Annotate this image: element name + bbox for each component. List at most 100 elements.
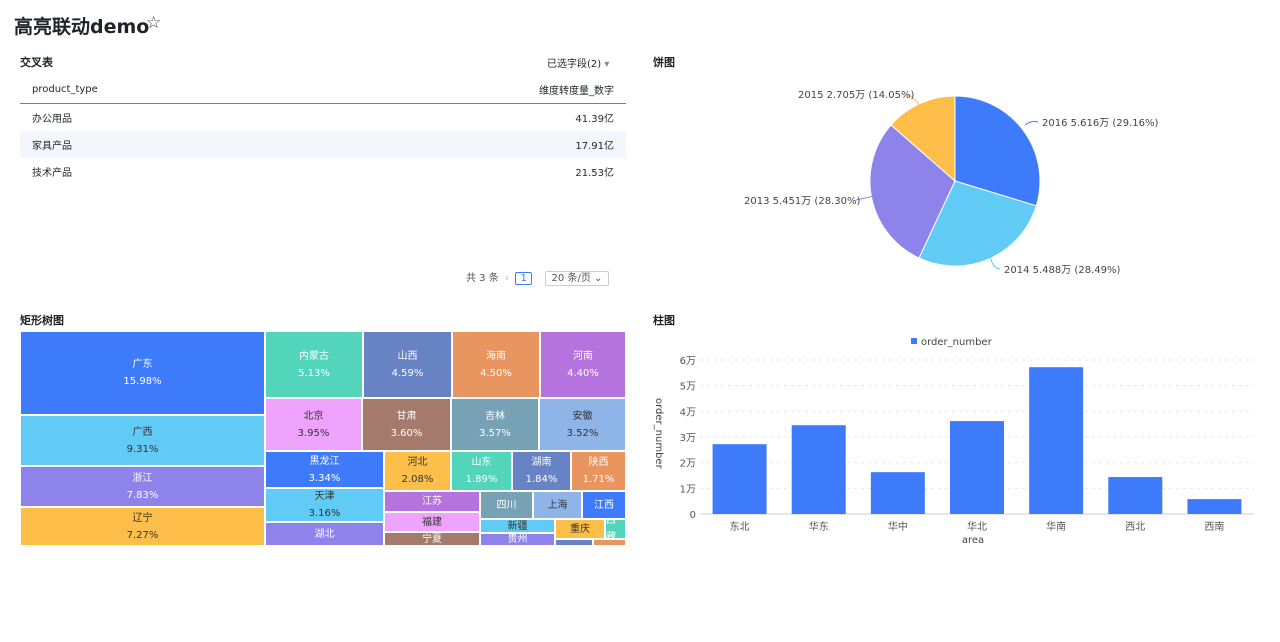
treemap-tile[interactable]: 江西 (582, 491, 626, 519)
tile-label: 内蒙古 (299, 350, 329, 362)
treemap-tile[interactable]: 广东 15.98% (20, 331, 265, 415)
column-header[interactable]: 维度转度量_数字 (308, 76, 626, 104)
pie-slice-2015[interactable] (890, 95, 956, 183)
pie-label: 2013 5.451万 (28.30%) (744, 196, 860, 207)
star-icon[interactable]: ☆ (146, 13, 162, 33)
treemap-tile[interactable]: 内蒙古 5.13% (265, 331, 363, 398)
label-line (1024, 120, 1039, 126)
treemap-tile[interactable]: 北京 3.95% (265, 398, 362, 451)
bar[interactable] (712, 444, 767, 514)
treemap-tile[interactable]: 湖北 (265, 522, 384, 546)
tile-label: 四川 (496, 499, 517, 511)
tile-value: 1.71% (582, 474, 615, 485)
treemap-tile[interactable]: 甘肃 3.60% (362, 398, 451, 451)
treemap-tile[interactable]: 吉林 3.57% (451, 398, 539, 451)
label-line (855, 195, 875, 201)
treemap-tile[interactable]: 浙江 7.83% (20, 466, 265, 507)
pagination: 共 3 条 ‹ 1 20 条/页 ⌄ (466, 269, 610, 286)
tile-label: 广西 (132, 426, 153, 438)
y-tick-label: 1万 (680, 484, 696, 495)
treemap-tile[interactable]: 河北 2.08% (384, 451, 451, 491)
treemap-tile[interactable]: 新疆 (480, 519, 555, 533)
tile-label: 安徽 (572, 410, 593, 422)
bar[interactable] (791, 425, 846, 514)
treemap-tile[interactable]: 河南 4.40% (540, 331, 626, 398)
field-selector[interactable]: 已选字段(2) ▾ (547, 55, 609, 70)
label-line (907, 94, 921, 107)
bar-title: 柱图 (653, 314, 675, 327)
tile-value: 15.98% (123, 376, 162, 387)
pie-slice-2016[interactable] (954, 95, 1041, 207)
column-header[interactable]: product_type (20, 76, 309, 104)
page-1-button[interactable]: 1 (515, 272, 532, 285)
treemap-tile[interactable]: 安徽 3.52% (539, 398, 626, 451)
treemap-tile[interactable]: 重庆 (555, 519, 605, 539)
tile-label: 山西 (397, 350, 418, 362)
x-tick-label: 西南 (1204, 520, 1224, 533)
field-selector-label: 已选字段(2) (547, 59, 602, 70)
treemap-tile[interactable]: 西藏 (605, 519, 626, 539)
table-row[interactable]: 办公用品 41.39亿 (20, 104, 626, 132)
bar[interactable] (870, 472, 925, 514)
pie-slice-2013[interactable] (869, 124, 956, 259)
tile-value: 1.84% (525, 474, 558, 485)
treemap-tile[interactable]: 福建 (384, 512, 480, 532)
legend-label: order_number (921, 337, 993, 348)
crosstab-title: 交叉表 (20, 56, 53, 69)
tile-label: 甘肃 (396, 410, 417, 422)
tile-label: 浙江 (132, 472, 153, 484)
tile-value: 7.83% (126, 489, 159, 501)
tile-value: 3.52% (566, 427, 599, 439)
page-size-select[interactable]: 20 条/页 ⌄ (544, 271, 610, 286)
label-line (989, 254, 1001, 270)
crosstab-table: product_type 维度转度量_数字 办公用品 41.39亿 家具产品 17.9… (20, 76, 626, 185)
treemap-tile[interactable]: 贵州 (480, 533, 555, 546)
bar[interactable] (950, 421, 1004, 514)
treemap-tile[interactable]: 四川 (480, 491, 533, 519)
bar[interactable] (1187, 499, 1242, 514)
prev-page-button[interactable]: ‹ (505, 273, 510, 284)
tile-value: 4.59% (391, 367, 424, 379)
treemap-tile[interactable]: 宁夏 (384, 532, 480, 546)
x-tick-label: 华东 (809, 520, 829, 533)
tile-value: 4.50% (480, 367, 512, 379)
tile-label: 黑龙江 (309, 455, 340, 467)
treemap-tile[interactable]: 江苏 (384, 491, 480, 512)
x-tick-label: 华南 (1046, 520, 1066, 533)
y-tick-label: 6万 (680, 356, 696, 367)
cell: 41.39亿 (575, 114, 614, 125)
tile-label: 天津 (314, 491, 335, 502)
tile-value: 2.08% (401, 474, 434, 485)
treemap-tile[interactable]: 黑龙江 3.34% (265, 451, 384, 488)
tile-value: 7.27% (126, 529, 159, 541)
treemap: 广东 15.98% 广西 9.31% 浙江 7.83% 辽宁 7.27% 内蒙古 5.13% 山西 4… (20, 331, 626, 546)
cell: 家具产品 (20, 131, 309, 158)
pie-slice-2014[interactable] (918, 180, 1037, 267)
table-row[interactable]: 家具产品 17.91亿 (20, 131, 626, 158)
tile-label: 北京 (303, 410, 324, 422)
treemap-tile[interactable]: 辽宁 7.27% (20, 507, 265, 546)
treemap-tile[interactable] (593, 539, 626, 546)
y-tick-label: 5万 (680, 382, 696, 393)
pie-chart: 2016 5.616万 (29.16%) 2014 5.488万 (28.49%… (744, 90, 1158, 276)
tile-value: 4.40% (567, 367, 599, 379)
treemap-tile[interactable] (555, 539, 593, 546)
treemap-tile[interactable]: 广西 9.31% (20, 415, 265, 466)
treemap-tile[interactable]: 湖南 1.84% (512, 451, 571, 491)
treemap-tile[interactable]: 天津 3.16% (265, 488, 384, 522)
bar[interactable] (1108, 477, 1163, 514)
treemap-tile[interactable]: 陕西 1.71% (571, 451, 626, 491)
tile-value: 3.95% (297, 427, 330, 439)
bar[interactable] (1029, 367, 1084, 514)
caret-down-icon: ▾ (604, 59, 610, 70)
treemap-tile[interactable]: 山西 4.59% (363, 331, 452, 398)
tile-label: 江西 (594, 499, 614, 511)
cell: 17.91亿 (308, 131, 626, 158)
tile-label: 贵州 (507, 534, 528, 545)
treemap-tile[interactable]: 上海 (533, 491, 582, 519)
page-size-label: 20 条/页 (551, 273, 591, 284)
treemap-tile[interactable]: 山东 1.89% (451, 451, 512, 491)
table-row[interactable]: 技术产品 21.53亿 (20, 158, 626, 185)
tile-value: 3.57% (479, 427, 511, 439)
treemap-tile[interactable]: 海南 4.50% (452, 331, 540, 398)
